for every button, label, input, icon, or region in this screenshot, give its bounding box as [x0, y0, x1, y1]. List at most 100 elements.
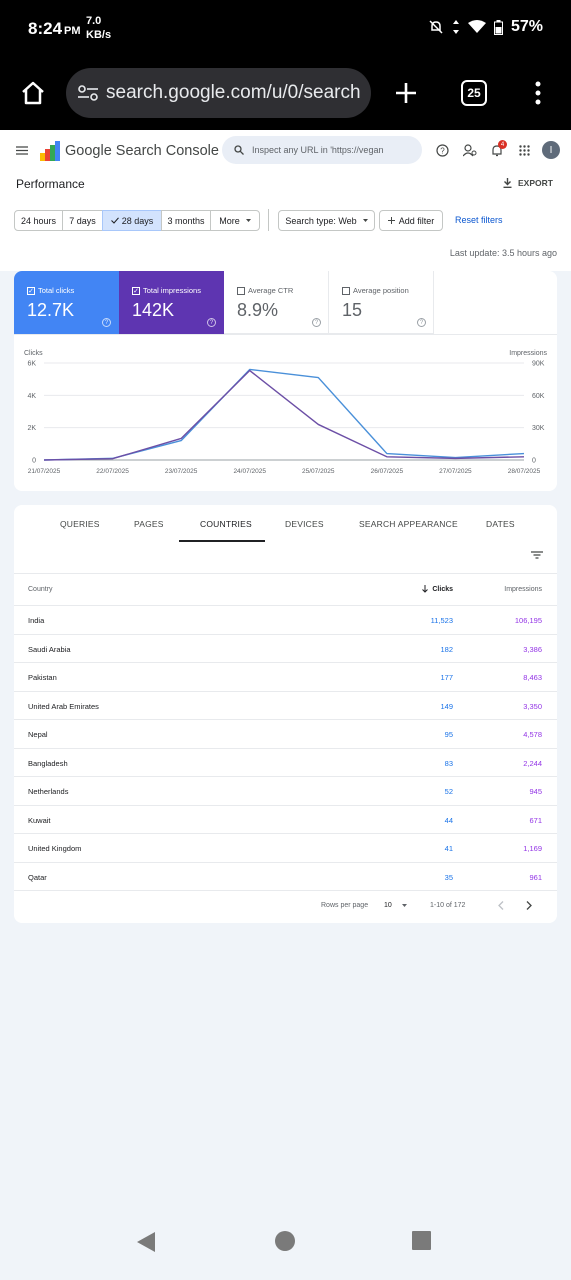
tab-switcher-button[interactable]: 25	[461, 80, 487, 106]
performance-line-chart: Clicks Impressions 6K 90K 4K 60K 2K 30K 0 0 21/07/…	[24, 350, 548, 475]
impressions-cell: 1,169	[523, 844, 542, 853]
impressions-cell: 8,463	[523, 673, 542, 682]
hamburger-menu-icon[interactable]	[16, 146, 28, 155]
table-row[interactable]: United Kingdom 41 1,169	[14, 833, 557, 862]
download-icon	[503, 178, 512, 188]
right-tick-label: 90K	[532, 361, 545, 368]
table-row[interactable]: Saudi Arabia 182 3,386	[14, 633, 557, 663]
right-tick-label: 60K	[532, 393, 545, 400]
metric-label: Average position	[353, 286, 409, 295]
tab-dates[interactable]: DATES	[486, 519, 515, 529]
table-row[interactable]: Pakistan 177 8,463	[14, 662, 557, 691]
right-axis-label: Impressions	[509, 350, 547, 357]
range-28-days[interactable]: 28 days	[102, 210, 162, 231]
left-tick-label: 6K	[27, 361, 36, 368]
search-type-dropdown[interactable]: Search type: Web	[278, 210, 375, 231]
manage-users-icon[interactable]	[463, 144, 477, 157]
metric-label: Total clicks	[38, 286, 75, 295]
table-row[interactable]: Bangladesh 83 2,244	[14, 747, 557, 777]
country-cell: Saudi Arabia	[28, 644, 71, 654]
clicks-cell: 52	[444, 787, 453, 796]
table-row[interactable]: Nepal 95 4,578	[14, 719, 557, 748]
battery-percent: 57%	[510, 18, 543, 35]
metric-total-impressions[interactable]: ✓ Total impressions 142K ?	[119, 271, 224, 334]
search-console-logo-icon	[40, 141, 60, 161]
countries-table-card: QUERIES PAGES COUNTRIES DEVICES SEARCH A…	[14, 505, 557, 923]
country-cell: United Arab Emirates	[28, 701, 99, 711]
menu-dots-icon[interactable]	[533, 81, 543, 105]
help-icon[interactable]: ?	[207, 318, 216, 327]
reset-filters-link[interactable]: Reset filters	[455, 215, 503, 225]
country-cell: Pakistan	[28, 673, 57, 682]
table-row[interactable]: Qatar 35 961	[14, 861, 557, 891]
country-cell: Nepal	[28, 730, 48, 739]
back-icon[interactable]	[136, 1231, 156, 1253]
next-page-icon[interactable]	[526, 901, 532, 910]
range-7-days[interactable]: 7 days	[62, 210, 103, 231]
dropdown-arrow-icon	[362, 219, 368, 222]
apps-grid-icon[interactable]	[519, 145, 530, 156]
table-header-row: Country Clicks Impressions	[14, 573, 557, 605]
tab-pages[interactable]: PAGES	[134, 519, 164, 529]
add-filter-button[interactable]: Add filter	[379, 210, 443, 231]
column-header-country[interactable]: Country	[28, 586, 53, 593]
country-cell: United Kingdom	[28, 844, 82, 853]
clicks-cell: 95	[444, 730, 453, 739]
tab-search-appearance[interactable]: SEARCH APPEARANCE	[359, 519, 458, 529]
impressions-cell: 945	[529, 787, 542, 796]
range-3-months[interactable]: 3 months	[161, 210, 211, 231]
series-line-clicks	[43, 368, 525, 461]
range-24-hours[interactable]: 24 hours	[14, 210, 63, 231]
checkbox-unchecked-icon	[342, 286, 350, 295]
clicks-cell: 11,523	[430, 616, 453, 625]
export-button[interactable]: EXPORT	[503, 178, 553, 188]
search-icon	[234, 145, 244, 155]
help-icon[interactable]: ?	[436, 144, 449, 157]
metric-average-ctr[interactable]: Average CTR 8.9% ?	[224, 271, 329, 334]
page-title: Performance	[16, 177, 85, 191]
tab-countries[interactable]: COUNTRIES	[200, 519, 252, 529]
impressions-cell: 106,195	[514, 616, 542, 625]
help-icon[interactable]: ?	[417, 318, 426, 327]
impressions-cell: 3,386	[523, 644, 542, 654]
previous-page-icon[interactable]	[498, 901, 504, 910]
impressions-cell: 671	[529, 815, 542, 825]
site-settings-icon[interactable]	[78, 85, 98, 101]
avatar[interactable]: I	[542, 141, 560, 159]
metric-total-clicks[interactable]: ✓ Total clicks 12.7K ?	[14, 271, 119, 334]
table-row[interactable]: United Arab Emirates 149 3,350	[14, 690, 557, 720]
new-tab-icon[interactable]	[395, 82, 417, 104]
clicks-cell: 41	[444, 844, 453, 853]
metric-value: 15	[342, 300, 363, 320]
last-update-row: Last update: 3.5 hours ago	[0, 236, 571, 271]
column-header-impressions[interactable]: Impressions	[504, 586, 542, 593]
address-bar[interactable]: search.google.com/u/0/search	[66, 68, 371, 118]
right-tick-label: 30K	[532, 425, 545, 432]
column-header-clicks[interactable]: Clicks	[422, 585, 453, 593]
metric-average-position[interactable]: Average position 15 ?	[329, 271, 434, 334]
tab-devices[interactable]: DEVICES	[285, 519, 324, 529]
tab-queries[interactable]: QUERIES	[60, 519, 100, 529]
filter-divider	[268, 209, 269, 231]
range-more-dropdown[interactable]: More	[210, 210, 260, 231]
home-circle-icon[interactable]	[275, 1231, 295, 1251]
metric-value: 12.7K	[27, 300, 75, 320]
product-name: Google Search Console	[65, 143, 219, 159]
notifications-icon[interactable]	[491, 144, 503, 157]
table-row[interactable]: Netherlands 52 945	[14, 776, 557, 805]
inspect-url-input[interactable]: Inspect any URL in 'https://vegan	[222, 136, 422, 164]
help-icon[interactable]: ?	[312, 318, 321, 327]
clicks-cell: 83	[444, 758, 453, 768]
check-icon	[110, 217, 119, 224]
clicks-cell: 177	[440, 673, 453, 682]
recents-square-icon[interactable]	[412, 1231, 431, 1250]
table-row[interactable]: India 11,523 106,195	[14, 605, 557, 634]
table-row[interactable]: Kuwait 44 671	[14, 804, 557, 834]
x-tick-label: 22/07/2025	[96, 468, 129, 475]
help-icon[interactable]: ?	[102, 318, 111, 327]
system-navigation-bar	[0, 1200, 571, 1280]
rows-per-page-select[interactable]: 10	[384, 902, 407, 909]
table-filter-icon[interactable]	[531, 551, 543, 559]
home-icon[interactable]	[20, 80, 46, 106]
x-tick-label: 28/07/2025	[508, 468, 541, 475]
